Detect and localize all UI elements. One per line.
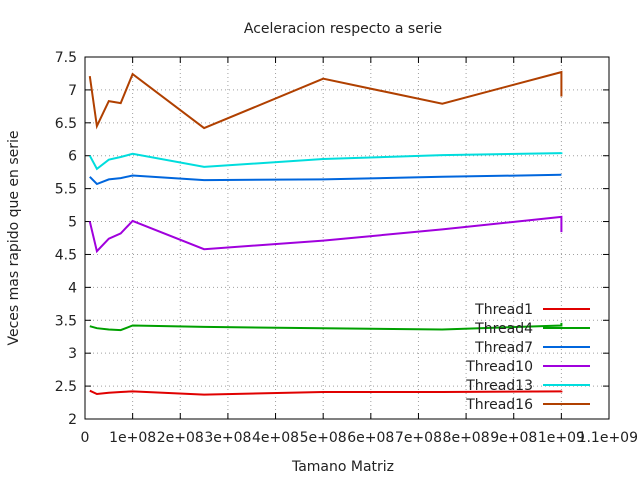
legend-label: Thread16 bbox=[465, 397, 533, 413]
y-tick-label: 3 bbox=[68, 346, 77, 362]
x-axis-label: Tamano Matriz bbox=[291, 459, 394, 475]
x-tick-label: 3e+08 bbox=[204, 430, 251, 446]
x-tick-label: 9e+08 bbox=[490, 430, 537, 446]
legend-label: Thread1 bbox=[474, 302, 533, 318]
x-tick-label: 1e+09 bbox=[538, 430, 585, 446]
x-tick-label: 6e+08 bbox=[347, 430, 394, 446]
plot-frame bbox=[84, 56, 610, 420]
x-tick-label: 2e+08 bbox=[157, 430, 204, 446]
y-tick-label: 3.5 bbox=[55, 313, 77, 329]
legend-label: Thread10 bbox=[465, 359, 533, 375]
y-tick-label: 4 bbox=[68, 280, 77, 296]
x-tick-label: 4e+08 bbox=[252, 430, 299, 446]
y-axis-label: Veces mas rapido que en serie bbox=[6, 130, 22, 345]
series-lines bbox=[88, 70, 563, 396]
series-line-thread16 bbox=[88, 70, 563, 130]
legend-label: Thread4 bbox=[474, 321, 533, 337]
x-tick-label: 0 bbox=[81, 430, 90, 446]
x-tick-label: 5e+08 bbox=[300, 430, 347, 446]
y-tick-label: 7 bbox=[68, 83, 77, 99]
x-tick-label: 8e+08 bbox=[443, 430, 490, 446]
y-tick-label: 5.5 bbox=[55, 182, 77, 198]
series-line-thread13 bbox=[88, 152, 563, 171]
series-line-thread4 bbox=[89, 322, 563, 332]
x-tick-label: 1e+08 bbox=[109, 430, 156, 446]
legend: Thread1 Thread4 Thread7 Thread10 Thread13 Thr… bbox=[465, 302, 590, 413]
y-tick-label: 2 bbox=[68, 412, 77, 428]
series-line-thread1 bbox=[89, 389, 563, 396]
y-tick-label: 2.5 bbox=[55, 379, 77, 395]
y-tick-label: 6 bbox=[68, 149, 77, 165]
legend-label: Thread7 bbox=[474, 340, 533, 356]
x-axis-ticks: 0 1e+08 2e+08 3e+08 4e+08 5e+08 6e+08 7e+08 8e+0… bbox=[81, 57, 638, 446]
legend-label: Thread13 bbox=[465, 378, 533, 394]
y-tick-label: 6.5 bbox=[55, 116, 77, 132]
x-tick-label: 7e+08 bbox=[395, 430, 442, 446]
series-line-thread7 bbox=[89, 173, 562, 186]
plot-border bbox=[84, 56, 610, 420]
x-tick-label: 1.1e+09 bbox=[578, 430, 638, 446]
y-axis-ticks: 2 2.5 3 3.5 4 4.5 5 5.5 6 6.5 7 7.5 bbox=[55, 50, 609, 428]
y-tick-label: 4.5 bbox=[55, 247, 77, 263]
y-tick-label: 5 bbox=[68, 215, 77, 231]
chart-title: Aceleracion respecto a serie bbox=[244, 21, 442, 37]
y-tick-label: 7.5 bbox=[55, 50, 77, 66]
series-line-thread10 bbox=[88, 215, 563, 254]
grid-lines bbox=[85, 57, 609, 419]
